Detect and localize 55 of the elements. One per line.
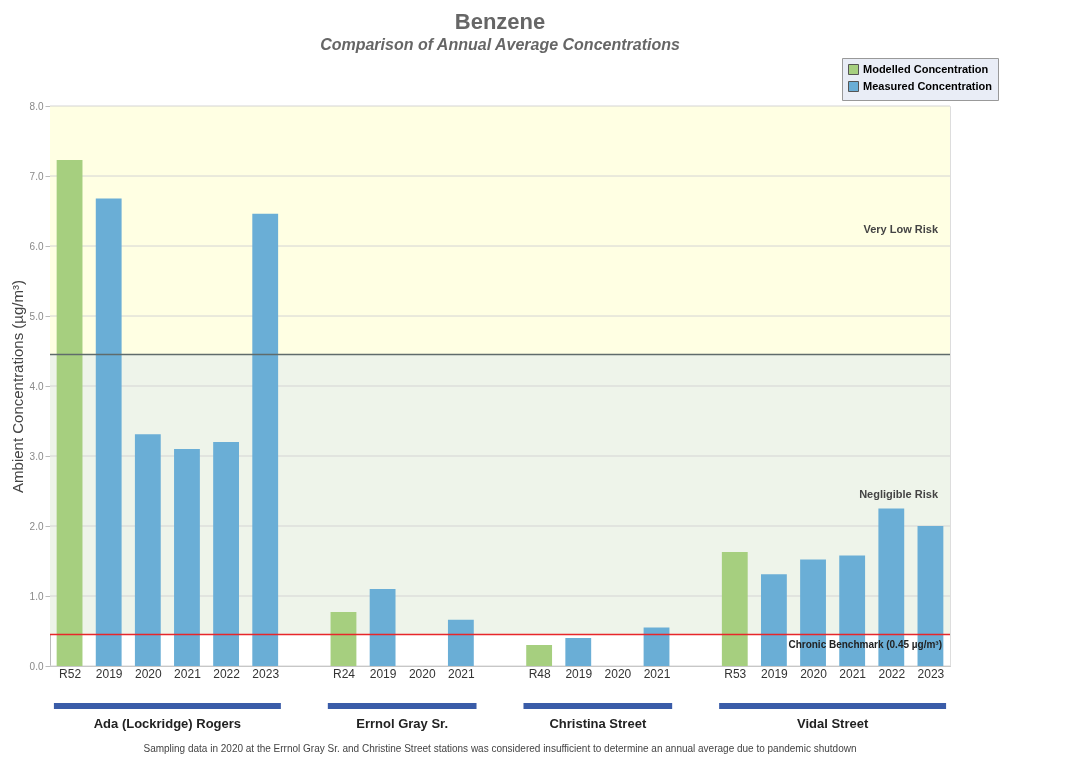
x-tick-label: R52 xyxy=(59,666,82,681)
text: Ada (Lockridge) Rogers xyxy=(93,716,242,731)
x-tick-label: 2021 xyxy=(643,666,671,681)
bar xyxy=(252,213,279,666)
x-tick-label: 2023 xyxy=(917,666,945,681)
legend-label: Modelled Concentration xyxy=(863,62,989,75)
text: Christina Street xyxy=(549,716,647,731)
chart-title: Benzene xyxy=(454,8,546,34)
y-tick-label: 6.0 xyxy=(29,240,44,252)
x-tick-label: 2020 xyxy=(800,666,828,681)
x-tick-label: 2020 xyxy=(134,666,162,681)
y-tick-label: 4.0 xyxy=(29,380,44,392)
band-label: Negligible Risk xyxy=(859,487,939,500)
x-tick-label: 2020 xyxy=(408,666,436,681)
bar xyxy=(565,638,592,666)
x-tick-label: 2019 xyxy=(565,666,593,681)
x-tick-label: R24 xyxy=(332,666,356,681)
x-tick-label: 2019 xyxy=(95,666,123,681)
bar xyxy=(526,645,553,666)
y-tick-label: 5.0 xyxy=(29,310,44,322)
y-axis-title: Ambient Concentrations (µg/m³) xyxy=(8,280,26,493)
bar xyxy=(213,442,239,666)
x-tick-label: 2021 xyxy=(174,666,202,681)
bar xyxy=(134,434,161,666)
y-tick-label: 2.0 xyxy=(29,520,44,532)
bar xyxy=(330,612,357,666)
x-tick-label: 2020 xyxy=(604,666,632,681)
bar xyxy=(95,198,122,666)
chart-subtitle: Comparison of Annual Average Concentrations xyxy=(320,35,680,53)
bar xyxy=(721,551,748,666)
x-tick-label: 2022 xyxy=(213,666,241,681)
bar xyxy=(369,589,396,666)
y-tick-label: 8.0 xyxy=(29,100,44,112)
x-tick-label: 2023 xyxy=(252,666,280,681)
x-tick-label: 2019 xyxy=(369,666,397,681)
x-tick-label: 2019 xyxy=(761,666,789,681)
bar xyxy=(56,159,83,666)
y-tick-label: 3.0 xyxy=(29,450,44,462)
bar xyxy=(761,574,787,666)
bar xyxy=(447,619,474,666)
bar xyxy=(643,627,670,666)
x-tick-label: 2021 xyxy=(448,666,476,681)
y-tick-label: 1.0 xyxy=(29,590,44,602)
band-label: Very Low Risk xyxy=(863,223,939,236)
text: Sampling data in 2020 at the Errnol Gray Sr. and Christine Street stations was considered insufficient to determine an annual average due to pandemic shutdown xyxy=(143,743,857,754)
legend-label: Measured Concentration xyxy=(863,79,993,92)
x-tick-label: R53 xyxy=(724,666,747,681)
x-tick-label: 2022 xyxy=(878,666,906,681)
x-tick-label: 2021 xyxy=(839,666,867,681)
y-tick-label: 0.0 xyxy=(29,660,44,672)
text: Errnol Gray Sr. xyxy=(356,716,449,731)
y-tick-label: 7.0 xyxy=(29,170,44,182)
text: Vidal Street xyxy=(796,716,869,731)
bar xyxy=(174,449,200,666)
x-tick-label: R48 xyxy=(528,666,551,681)
